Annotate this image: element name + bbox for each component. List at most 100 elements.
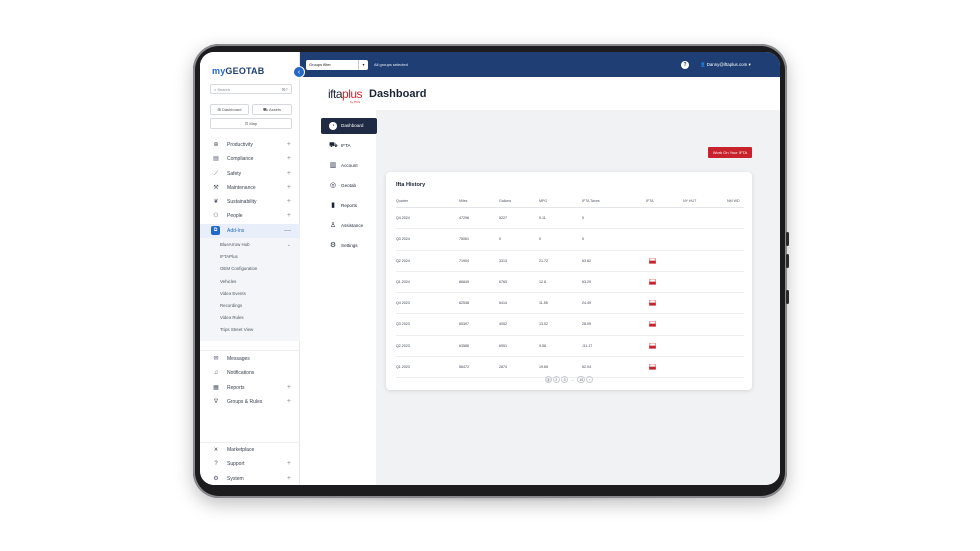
table-cell-quarter: Q2 2023 [396,343,410,348]
expand-icon[interactable]: + [286,474,291,482]
people-icon: ⚇ [213,213,219,220]
nav-item-notifications[interactable]: ♫ Notifications [200,366,300,380]
nav-item-groups-rules[interactable]: ∇ Groups & Rules + [200,395,300,409]
table-row: Q3 2024 75061 0 0 0 [396,229,744,251]
nav-item-people[interactable]: ⚇ People + [200,209,300,223]
table-cell-taxes: 0 [582,237,584,242]
nav-item-productivity[interactable]: ⊕ Productivity + [200,138,300,152]
table-row: Q1 2024 86845 6765 12.8 63.29 [396,272,744,294]
menu-ifta[interactable]: ⛟ IFTA [329,142,351,149]
ifta-history-card: Ifta History Quarter Miles Gallons MPG I… [386,172,752,390]
search-shortcut: ⌘F [281,87,288,92]
iftaplus-side-menu [300,110,376,485]
expand-icon[interactable]: + [286,183,291,191]
nav-item-system[interactable]: ⚙ System + [200,472,300,485]
table-cell-gallons: 3313 [499,258,507,263]
logo-byline: by PCS [350,100,361,104]
table-row: Q2 2023 63586 6951 9.58 -51.17 [396,336,744,358]
expand-icon[interactable]: + [286,460,291,468]
column-header: NM WD [727,199,740,203]
map-quick-link[interactable]: ⊡ Map [210,118,292,129]
pdf-file-icon[interactable] [649,300,656,307]
nav-item-compliance[interactable]: ▤ Compliance + [200,152,300,166]
tablet-side-button [786,290,789,304]
expand-icon[interactable]: + [286,155,291,163]
table-cell-mpg: 12.8 [539,279,546,284]
chevron-left-icon[interactable]: ‹ [293,66,305,78]
groups-filter-select[interactable]: Groups filter ▾ [306,60,368,70]
nav-item-reports[interactable]: ▦ Reports + [200,381,300,395]
table-cell-mpg: 11.55 [539,301,548,306]
menu-account[interactable]: ▥ Account [329,162,358,169]
chevron-down-icon[interactable]: ▾ [358,60,368,70]
nav-item-safety[interactable]: ⟋ Safety + [200,167,300,181]
table-cell-mpg: 13.02 [539,322,548,327]
mygeotab-logo[interactable]: myGEOTAB [212,66,265,76]
map-icon: ⊡ [244,121,250,126]
main-nav-list: ⊕ Productivity + ▤ Compliance + ⟋ Safety + ⚒ Ma… [200,138,300,341]
sub-item-recordings[interactable]: Recordings [220,303,243,309]
next-page-button[interactable]: › [586,376,594,383]
column-header: IFTA Taxes [582,199,600,203]
sub-item-oem-configuration[interactable]: OEM Configuration [220,266,258,272]
pdf-file-icon[interactable] [649,321,656,328]
geotab-sidebar: myGEOTAB ⌕ Search ⌘F ⊞ Dashboard ⛟ Asset… [200,52,300,485]
tablet-side-button [786,254,789,268]
menu-reports[interactable]: ▮ Reports [321,198,377,214]
pdf-file-icon[interactable] [649,364,656,371]
expand-icon[interactable]: + [286,212,291,220]
marketplace-icon: ⩙ [214,447,218,453]
pdf-file-icon[interactable] [649,257,656,264]
menu-dashboard[interactable]: ◔ Dashboard [321,118,377,134]
truck-icon: ⛟ [329,142,338,149]
nav-item-add-ins[interactable]: ⧉ Add-Ins — [200,223,300,239]
globe-icon: ⊕ [213,142,219,148]
sub-item-trips-street-view[interactable]: Trips Street View [220,327,254,333]
help-circle-icon: ? [214,461,218,468]
sub-item-video-events[interactable]: Video Events [220,290,246,296]
menu-assistance[interactable]: ♙ Assistance [329,222,364,229]
work-on-ifta-button[interactable]: Work On Your IFTA [708,147,752,158]
sub-item-video-rules[interactable]: Video Rules [220,315,244,321]
table-row: Q2 2024 71904 3313 21.72 63.62 [396,251,744,272]
expand-icon[interactable]: + [286,198,291,206]
dashboard-gauge-icon: ◔ [329,122,337,130]
sub-item-vehicles[interactable]: Vehicles [220,278,237,284]
search-input[interactable]: ⌕ Search ⌘F [210,84,292,94]
user-menu[interactable]: 👤 Danny@iftaplus.com ▾ [700,62,751,67]
collapse-icon[interactable]: — [284,226,291,234]
table-body: Q4 2024 47296 5227 9.11 0 Q3 2024 75061 0 0 0 Q2 2… [396,208,744,379]
column-header: Gallons [499,199,512,203]
table-cell-quarter: Q1 2023 [396,365,410,370]
expand-icon[interactable]: + [286,141,291,148]
clipboard-icon: ▤ [213,156,219,163]
assets-quick-link[interactable]: ⛟ Assets [252,104,292,115]
nav-item-maintenance[interactable]: ⚒ Maintenance + [200,181,300,195]
pdf-file-icon[interactable] [649,342,656,349]
nav-item-sustainability[interactable]: ❦ Sustainability + [200,195,300,209]
pdf-file-icon[interactable] [649,278,656,285]
page-button[interactable]: 2 [552,376,560,383]
page-button[interactable]: 1 [544,376,552,383]
table-cell-gallons: 5414 [499,301,507,306]
gear-icon: ⚙ [329,242,337,249]
page-ellipsis: ... [571,378,575,382]
dashboard-quick-link[interactable]: ⊞ Dashboard [210,104,249,115]
nav-item-support[interactable]: ? Support + [200,457,300,471]
table-cell-taxes: 63.62 [582,258,591,263]
expand-icon[interactable]: + [286,169,291,177]
page-button[interactable]: 10 [577,376,586,383]
nav-item-messages[interactable]: ✉ Messages [200,352,300,366]
sub-item-bluearrow-hub[interactable]: BlueArrow Hub ⌄ [200,239,300,251]
table-cell-quarter: Q3 2024 [396,237,410,242]
expand-icon[interactable]: + [286,397,291,405]
table-cell-taxes: 52.04 [582,365,591,370]
expand-icon[interactable]: + [286,383,291,391]
sub-item-iftaplus[interactable]: IFTAPlus [220,254,238,260]
help-icon[interactable]: ? [681,61,689,69]
menu-settings[interactable]: ⚙ Settings [329,242,358,249]
page-button[interactable]: 3 [561,376,569,383]
column-header: Quarter [396,199,409,203]
menu-geotab[interactable]: ◎ Geotab [329,182,357,189]
nav-item-marketplace[interactable]: ⩙ Marketplace [200,443,300,457]
